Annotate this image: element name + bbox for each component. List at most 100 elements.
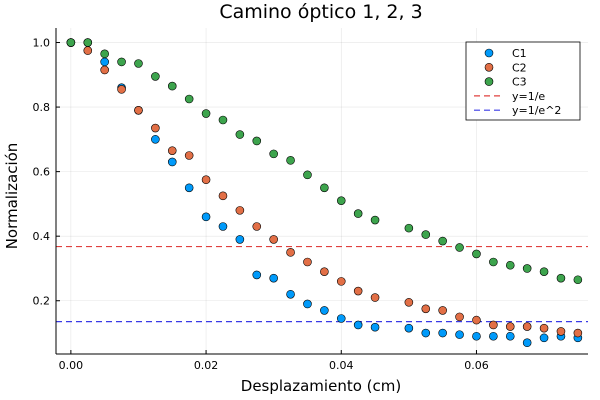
x-tick-label: 0.02	[194, 359, 219, 372]
point-c2	[455, 312, 464, 322]
point-c1	[286, 289, 295, 299]
point-c3	[100, 49, 109, 59]
point-c1	[303, 299, 312, 309]
point-c1	[404, 323, 414, 333]
x-tick-label: 0.00	[59, 359, 84, 372]
point-c1	[353, 320, 363, 330]
point-c1	[522, 338, 532, 348]
y-tick-label: 0.2	[33, 295, 51, 308]
point-c2	[286, 248, 295, 257]
legend-marker-c1	[484, 48, 494, 58]
point-c1	[167, 157, 177, 167]
data-points	[66, 38, 583, 348]
point-c3	[404, 223, 414, 233]
point-c3	[370, 215, 380, 225]
point-c2	[167, 146, 177, 155]
point-c1	[370, 322, 380, 332]
point-c2	[303, 257, 312, 267]
point-c3	[151, 72, 160, 81]
point-c2	[269, 235, 278, 244]
point-c2	[201, 175, 211, 185]
point-c2	[134, 106, 143, 115]
y-tick-label: 0.4	[33, 230, 51, 243]
point-c2	[421, 304, 431, 314]
point-c3	[134, 59, 143, 68]
point-c1	[252, 270, 262, 280]
point-c1	[100, 57, 109, 67]
point-c3	[336, 196, 346, 205]
legend-label-c3: C3	[512, 76, 527, 89]
point-c2	[252, 222, 262, 231]
point-c3	[269, 149, 278, 159]
point-c3	[167, 81, 177, 91]
point-c2	[472, 315, 481, 325]
point-c2	[505, 322, 515, 331]
legend-label-c1: C1	[512, 47, 527, 60]
legend-marker-c3	[484, 77, 494, 86]
x-axis-title: Desplazamiento (cm)	[241, 377, 401, 395]
point-c2	[353, 286, 363, 296]
point-c1	[320, 306, 329, 315]
point-c2	[370, 293, 380, 302]
point-c3	[573, 275, 583, 285]
point-c2	[336, 277, 346, 286]
point-c1	[269, 273, 278, 283]
y-tick-label: 0.8	[33, 101, 51, 114]
point-c2	[573, 328, 583, 338]
point-c3	[522, 264, 532, 273]
point-c2	[83, 46, 93, 55]
point-c2	[235, 206, 245, 215]
point-c2	[184, 151, 194, 160]
point-c3	[252, 136, 262, 146]
point-c2	[320, 267, 329, 276]
x-tick-label: 0.04	[329, 359, 354, 372]
point-c1	[184, 183, 194, 193]
legend-label-hline-2: y=1/e^2	[512, 104, 561, 117]
point-c3	[201, 109, 211, 118]
point-c3	[556, 273, 566, 283]
point-c2	[100, 65, 109, 75]
y-tick-label: 1.0	[33, 37, 51, 50]
point-c2	[438, 306, 447, 315]
chart-title: Camino óptico 1, 2, 3	[219, 1, 422, 23]
legend-label-hline-1: y=1/e	[512, 90, 545, 103]
legend-marker-c2	[484, 63, 494, 72]
point-c1	[218, 222, 228, 231]
point-c2	[539, 323, 549, 333]
point-c3	[218, 115, 228, 125]
point-c3	[235, 130, 245, 139]
point-c3	[286, 156, 295, 165]
point-c3	[455, 243, 464, 252]
point-c1	[489, 331, 498, 341]
point-c1	[505, 331, 515, 341]
point-c1	[455, 330, 464, 339]
point-c1	[438, 328, 447, 338]
reference-lines	[56, 245, 588, 323]
point-c2	[522, 322, 532, 331]
legend-label-c2: C2	[512, 61, 527, 74]
point-c1	[201, 212, 211, 222]
point-c3	[83, 38, 93, 47]
point-c3	[489, 257, 498, 267]
point-c3	[539, 267, 549, 276]
point-c1	[336, 314, 346, 323]
point-c3	[117, 57, 126, 67]
point-c3	[66, 38, 76, 47]
point-c1	[151, 135, 160, 144]
point-c2	[556, 327, 566, 336]
point-c1	[235, 235, 245, 244]
point-c3	[421, 230, 431, 239]
point-c1	[472, 331, 481, 341]
point-c3	[184, 94, 194, 104]
point-c3	[438, 236, 447, 246]
point-c3	[303, 170, 312, 180]
point-c3	[353, 209, 363, 218]
y-axis-title: Normalización	[3, 143, 21, 250]
axes	[55, 28, 588, 355]
point-c1	[421, 328, 431, 338]
point-c3	[505, 260, 515, 270]
point-c1	[539, 333, 549, 343]
tick-labels: 0.00 0.02 0.04 0.06 0.2 0.4 0.6 0.8 1.0	[33, 37, 489, 372]
